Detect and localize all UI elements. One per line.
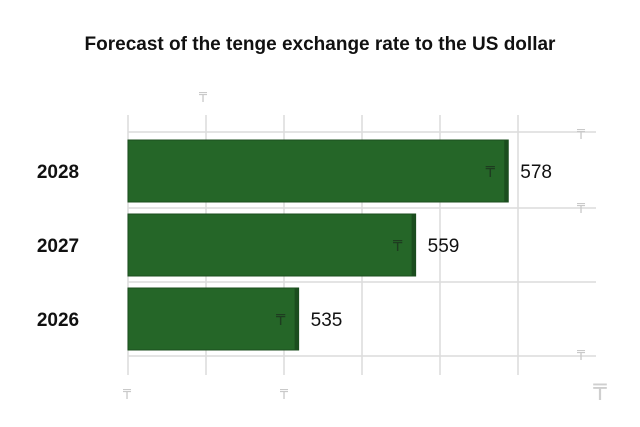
- bar-end-shade: [504, 140, 509, 202]
- category-label-2027: 2027: [37, 236, 79, 257]
- value-label-2026: 535: [311, 310, 343, 331]
- watermark-tenge-icon: ₸: [577, 201, 586, 216]
- bar-end-shade: [294, 288, 299, 350]
- bar-2026: [127, 287, 300, 351]
- bar-2027: [127, 213, 417, 277]
- watermark-tenge-icon: ₸: [199, 90, 208, 105]
- tenge-icon: ₸: [485, 164, 495, 181]
- bar-2028: [127, 139, 509, 203]
- value-label-2027: 559: [428, 236, 460, 257]
- value-label-2028: 578: [520, 162, 552, 183]
- tenge-icon: ₸: [393, 238, 403, 255]
- tenge-icon: ₸: [276, 312, 286, 329]
- watermark-tenge-icon: ₸: [280, 387, 289, 402]
- chart-title: Forecast of the tenge exchange rate to t…: [84, 34, 556, 55]
- watermark-tenge-icon: ₸: [593, 380, 607, 405]
- watermark-tenge-icon: ₸: [123, 387, 132, 402]
- category-label-2028: 2028: [37, 162, 79, 183]
- watermark-tenge-icon: ₸: [577, 127, 586, 142]
- category-label-2026: 2026: [37, 310, 79, 331]
- bar-end-shade: [411, 214, 416, 276]
- watermark-tenge-icon: ₸: [577, 348, 586, 363]
